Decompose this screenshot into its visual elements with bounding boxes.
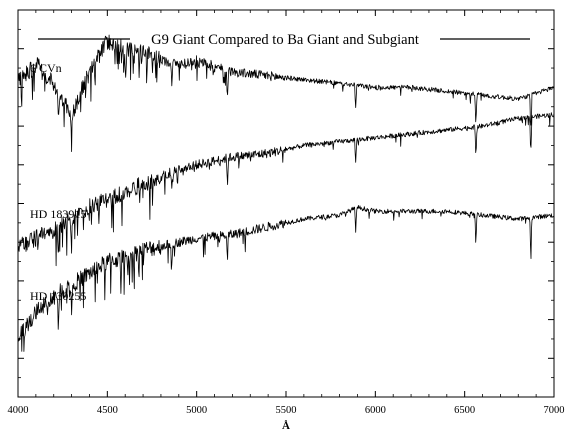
x-tick-label: 5500 (276, 405, 297, 416)
series-labels: 6 CVn HD 183915 HD 130255 (30, 61, 86, 303)
series-label: HD 130255 (30, 289, 86, 303)
x-axis-label: Å (282, 420, 290, 432)
x-tick-label: 4000 (8, 405, 29, 416)
series-label: 6 CVn (30, 61, 62, 75)
x-tick-label: 6000 (365, 405, 386, 416)
series-group (17, 34, 555, 352)
chart-title: G9 Giant Compared to Ba Giant and Subgia… (151, 32, 419, 48)
spectrum-line-1 (17, 34, 555, 152)
x-ticks: 4000 4500 5000 5500 6000 6500 7000 (8, 10, 565, 416)
series-label: HD 183915 (30, 207, 86, 221)
x-tick-label: 5000 (186, 405, 207, 416)
x-tick-label: 7000 (544, 405, 565, 416)
spectrum-line-3 (17, 205, 555, 352)
x-tick-label: 6500 (454, 405, 475, 416)
x-tick-label: 4500 (97, 405, 118, 416)
spectrum-line-2 (17, 112, 555, 267)
